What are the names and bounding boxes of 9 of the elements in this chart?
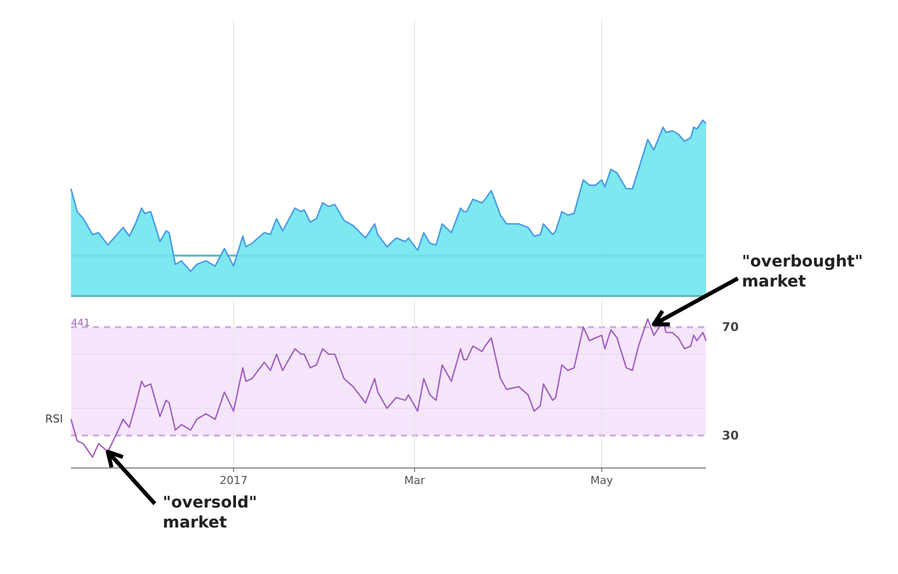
annotation: 441 bbox=[71, 318, 90, 329]
annotation: "overbought" market bbox=[742, 251, 864, 290]
x-tick-label: May bbox=[590, 474, 614, 487]
x-tick-label: Mar bbox=[404, 474, 426, 487]
x-tick-label: 2017 bbox=[220, 474, 248, 487]
annotation: "oversold" market bbox=[162, 492, 258, 532]
y-tick-label: 30 bbox=[722, 428, 739, 442]
y-tick-label: 70 bbox=[722, 320, 739, 334]
y-axis-title: RSI bbox=[45, 412, 63, 426]
